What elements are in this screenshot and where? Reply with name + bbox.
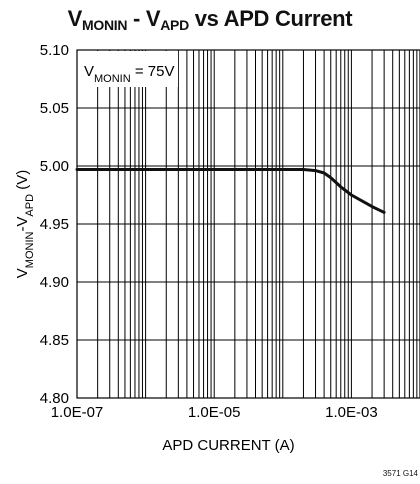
- chart-title: VMONIN - VAPD vs APD Current: [67, 6, 353, 33]
- tick-labels: 4.80 4.85 4.90 4.95 5.00 5.05 5.10 1.0E-07 1.0E-…: [40, 42, 378, 421]
- y-tick-label: 5.00: [40, 158, 69, 175]
- plot-frame: [76, 49, 420, 399]
- y-tick-label: 4.95: [40, 216, 69, 233]
- y-tick-label: 4.80: [40, 390, 69, 407]
- series-layer: [75, 168, 386, 214]
- x-tick-label: 1.0E-07: [51, 404, 104, 421]
- annotation-layer: VMONIN = 75V: [78, 51, 178, 87]
- annotation-background: [78, 51, 178, 87]
- axis-titles: APD CURRENT (A) VMONIN-VAPD (V): [14, 170, 295, 454]
- annotation-text: VMONIN = 75V: [84, 63, 174, 85]
- y-tick-label: 5.05: [40, 100, 69, 117]
- series-line-0: [75, 168, 386, 214]
- grid: [76, 49, 420, 399]
- y-tick-label: 4.85: [40, 332, 69, 349]
- y-axis-title: VMONIN-VAPD (V): [14, 170, 36, 278]
- x-axis-title: APD CURRENT (A): [162, 437, 294, 454]
- y-tick-label: 4.90: [40, 274, 69, 291]
- x-tick-label: 1.0E-05: [188, 404, 241, 421]
- x-tick-label: 1.0E-03: [325, 404, 378, 421]
- y-tick-label: 5.10: [40, 42, 69, 59]
- plot-border: [76, 49, 420, 399]
- figure-code: 3571 G14: [382, 469, 418, 478]
